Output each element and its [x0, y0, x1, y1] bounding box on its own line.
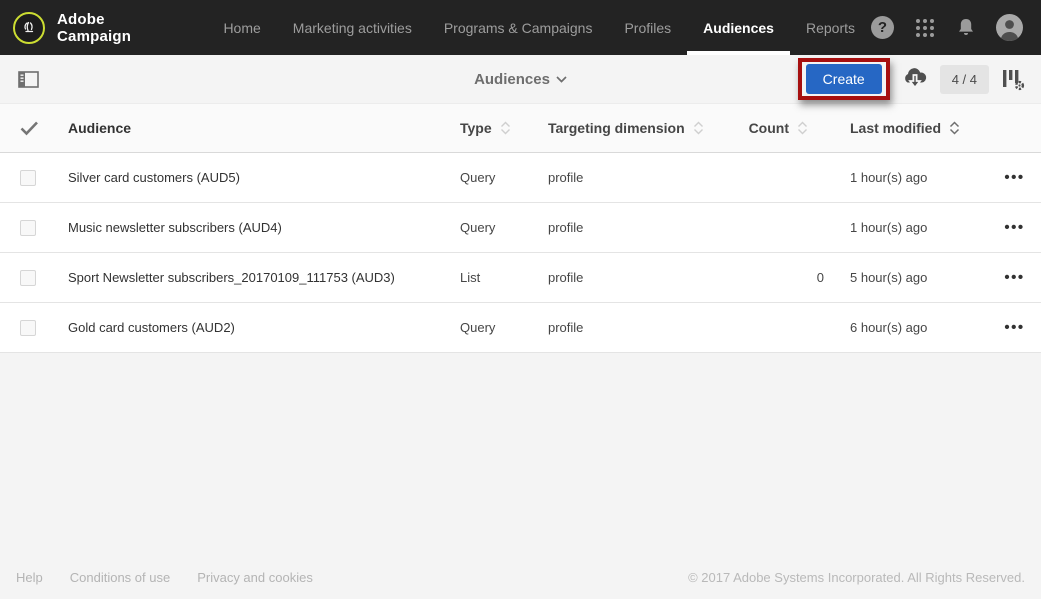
create-button[interactable]: Create [805, 64, 882, 94]
user-avatar-icon[interactable] [996, 14, 1023, 41]
last-modified: 1 hour(s) ago [850, 220, 928, 235]
table-row[interactable]: Gold card customers (AUD2) Query profile… [0, 303, 1041, 353]
column-settings-icon[interactable] [1000, 67, 1026, 91]
targeting-dimension: profile [548, 220, 584, 235]
column-header-type[interactable]: Type [440, 120, 528, 136]
select-all-checkmark-icon[interactable] [0, 121, 48, 136]
audience-type: Query [460, 170, 496, 185]
sort-icon [796, 121, 809, 135]
targeting-dimension: profile [548, 170, 584, 185]
page-footer: Help Conditions of use Privacy and cooki… [0, 555, 1041, 599]
nav-item-audiences[interactable]: Audiences [687, 0, 790, 55]
sort-icon [499, 121, 512, 135]
targeting-dimension: profile [548, 320, 584, 335]
page-toolbar: Audiences Create 4 / 4 [0, 55, 1041, 103]
help-icon[interactable]: ? [871, 16, 894, 39]
brand-title: Adobe Campaign [57, 10, 132, 45]
audience-type: List [460, 270, 481, 285]
export-cloud-download-icon[interactable] [901, 66, 929, 92]
annotation-highlight-box: Create [797, 58, 890, 100]
last-modified: 5 hour(s) ago [850, 270, 928, 285]
table-row[interactable]: Silver card customers (AUD5) Query profi… [0, 153, 1041, 203]
nav-item-profiles[interactable]: Profiles [624, 19, 672, 36]
sort-icon [692, 121, 705, 135]
audience-type: Query [460, 320, 496, 335]
audience-name[interactable]: Gold card customers (AUD2) [68, 320, 235, 335]
toolbar-actions: Create 4 / 4 [797, 58, 1026, 100]
sort-icon-active [948, 121, 961, 135]
chevron-down-icon [556, 76, 567, 83]
sidebar-toggle-icon[interactable] [18, 70, 39, 88]
copyright-text: © 2017 Adobe Systems Incorporated. All R… [688, 569, 1025, 585]
row-menu-ellipsis-icon[interactable]: ••• [1004, 219, 1025, 236]
column-header-audience[interactable]: Audience [68, 120, 132, 136]
nav-item-marketing-activities[interactable]: Marketing activities [292, 19, 412, 36]
notifications-bell-icon[interactable] [956, 17, 976, 39]
audience-name[interactable]: Music newsletter subscribers (AUD4) [68, 220, 282, 235]
last-modified: 6 hour(s) ago [850, 320, 928, 335]
row-menu-ellipsis-icon[interactable]: ••• [1004, 269, 1025, 286]
table-header-row: Audience Type Targeting dimension Count … [0, 103, 1041, 153]
audience-count: 0 [816, 270, 824, 285]
nav-item-home[interactable]: Home [223, 19, 261, 36]
last-modified: 1 hour(s) ago [850, 170, 928, 185]
targeting-dimension: profile [548, 270, 584, 285]
row-menu-ellipsis-icon[interactable]: ••• [1004, 169, 1025, 186]
footer-link-conditions[interactable]: Conditions of use [69, 569, 171, 585]
audience-type: Query [460, 220, 496, 235]
audiences-table: Audience Type Targeting dimension Count … [0, 103, 1041, 353]
row-checkbox[interactable] [20, 269, 36, 286]
row-menu-ellipsis-icon[interactable]: ••• [1004, 319, 1025, 336]
page-title-selector[interactable]: Audiences [0, 71, 1041, 88]
column-header-count[interactable]: Count [738, 120, 833, 136]
column-header-targeting-dimension[interactable]: Targeting dimension [528, 120, 738, 136]
footer-link-privacy[interactable]: Privacy and cookies [197, 569, 313, 585]
adobe-campaign-logo-icon [13, 11, 45, 44]
row-checkbox[interactable] [20, 219, 36, 236]
row-checkbox[interactable] [20, 169, 36, 186]
footer-link-help[interactable]: Help [16, 569, 43, 585]
nav-item-reports[interactable]: Reports [805, 19, 855, 36]
table-row[interactable]: Music newsletter subscribers (AUD4) Quer… [0, 203, 1041, 253]
top-navigation-bar: Adobe Campaign Home Marketing activities… [0, 0, 1041, 55]
audience-name[interactable]: Silver card customers (AUD5) [68, 170, 240, 185]
audience-name[interactable]: Sport Newsletter subscribers_20170109_11… [68, 270, 395, 285]
apps-grid-icon[interactable] [914, 17, 936, 39]
main-nav: Home Marketing activities Programs & Cam… [207, 0, 871, 55]
nav-item-programs-campaigns[interactable]: Programs & Campaigns [443, 19, 593, 36]
topbar-icons: ? [871, 14, 1023, 41]
column-header-last-modified[interactable]: Last modified [833, 120, 988, 136]
row-checkbox[interactable] [20, 319, 36, 336]
table-row[interactable]: Sport Newsletter subscribers_20170109_11… [0, 253, 1041, 303]
page-title: Audiences [474, 70, 550, 88]
record-count-indicator: 4 / 4 [939, 64, 989, 94]
footer-links: Help Conditions of use Privacy and cooki… [16, 570, 313, 585]
